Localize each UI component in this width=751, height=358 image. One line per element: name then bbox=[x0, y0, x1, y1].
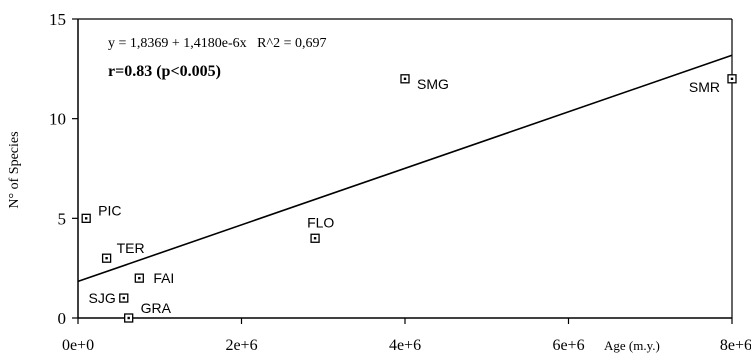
point-label: FAI bbox=[153, 270, 174, 286]
point-label: GRA bbox=[141, 300, 172, 316]
correlation-annotation: r=0.83 (p<0.005) bbox=[108, 63, 221, 80]
y-tick-label: 10 bbox=[49, 110, 66, 129]
x-tick-label: 0e+0 bbox=[62, 337, 94, 354]
data-point-center bbox=[403, 77, 407, 80]
x-tick-label: 2e+6 bbox=[225, 337, 257, 354]
data-point-center bbox=[84, 217, 88, 220]
x-axis-label: Age (m.y.) bbox=[604, 338, 660, 353]
point-label: SMR bbox=[689, 79, 720, 95]
y-tick-label: 0 bbox=[58, 309, 67, 328]
x-tick-label: 6e+6 bbox=[552, 337, 584, 354]
x-tick-label: 4e+6 bbox=[389, 337, 421, 354]
y-tick-label: 15 bbox=[49, 10, 66, 29]
point-label: FLO bbox=[307, 214, 334, 230]
ticks: 0 5 10 15 0e+0 2e+6 4e+6 6e+6 8e+6 bbox=[49, 10, 751, 354]
point-label: SMG bbox=[417, 76, 449, 92]
x-tick-label: 8e+6 bbox=[720, 337, 751, 354]
regression-equation: y = 1,8369 + 1,4180e-6x R^2 = 0,697 bbox=[108, 36, 326, 51]
point-label: TER bbox=[117, 240, 145, 256]
point-label: SJG bbox=[89, 290, 116, 306]
y-axis-label: N° of Species bbox=[7, 131, 22, 208]
data-point-center bbox=[105, 257, 108, 260]
data-point-center bbox=[127, 316, 130, 320]
data-point-center bbox=[313, 237, 317, 240]
data-points: PIC TER FAI SJG GRA FLO SMG SMR bbox=[81, 74, 737, 323]
data-point-center bbox=[122, 296, 125, 300]
point-label: PIC bbox=[98, 202, 121, 218]
data-point-center bbox=[730, 77, 734, 80]
regression-line bbox=[77, 54, 733, 283]
y-tick-label: 5 bbox=[58, 209, 67, 228]
data-point-center bbox=[138, 276, 141, 280]
